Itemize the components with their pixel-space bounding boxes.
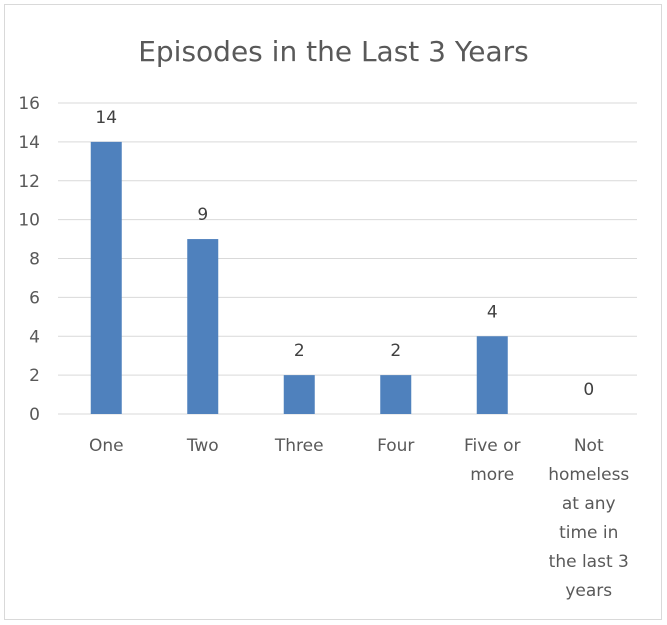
x-category-label: One bbox=[89, 436, 124, 456]
bars bbox=[90, 141, 508, 414]
y-tick-label: 6 bbox=[29, 288, 40, 308]
y-tick-label: 12 bbox=[18, 172, 40, 192]
bar bbox=[283, 375, 315, 414]
x-category-label: Two bbox=[186, 436, 219, 456]
data-label: 2 bbox=[390, 341, 401, 361]
y-tick-label: 16 bbox=[18, 94, 40, 114]
x-category-label: Three bbox=[274, 436, 324, 456]
x-category-label: more bbox=[470, 465, 514, 485]
y-tick-label: 8 bbox=[29, 250, 40, 270]
x-category-label: Five or bbox=[464, 436, 521, 456]
x-category-label: years bbox=[565, 581, 612, 601]
y-tick-label: 4 bbox=[29, 327, 40, 347]
y-tick-label: 0 bbox=[29, 405, 40, 425]
data-labels: 14 9 2 2 4 0 bbox=[95, 108, 594, 400]
x-axis-category-labels: One Two Three Four Five or more Not homeless at … bbox=[89, 436, 629, 601]
bar bbox=[380, 375, 412, 414]
data-label: 0 bbox=[583, 380, 594, 400]
data-label: 9 bbox=[197, 205, 208, 225]
x-category-label: homeless bbox=[548, 465, 629, 485]
data-label: 2 bbox=[294, 341, 305, 361]
x-category-label: the last 3 bbox=[549, 552, 629, 572]
bar bbox=[476, 336, 508, 414]
bar bbox=[90, 141, 122, 414]
x-category-label: Not bbox=[574, 436, 604, 456]
bar bbox=[187, 239, 219, 414]
y-tick-label: 14 bbox=[18, 133, 40, 153]
x-category-label: Four bbox=[377, 436, 414, 456]
gridlines bbox=[58, 102, 637, 415]
y-axis-tick-labels: 0 2 4 6 8 10 12 14 16 bbox=[18, 94, 40, 425]
y-tick-label: 2 bbox=[29, 366, 40, 386]
x-category-label: at any bbox=[562, 494, 616, 514]
data-label: 4 bbox=[487, 302, 498, 322]
y-tick-label: 10 bbox=[18, 211, 40, 231]
x-category-label: time in bbox=[559, 523, 618, 543]
chart-title: Episodes in the Last 3 Years bbox=[138, 35, 529, 68]
data-label: 14 bbox=[95, 108, 117, 128]
